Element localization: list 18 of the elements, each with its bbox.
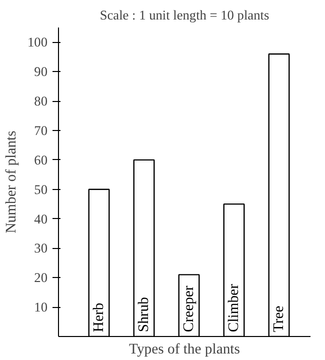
y-axis-title: Number of plants <box>4 130 20 234</box>
y-tick-label: 90 <box>34 64 48 80</box>
x-tick-label: Herb <box>91 302 107 332</box>
y-tick-label: 60 <box>34 152 48 168</box>
y-tick-label: 50 <box>34 182 48 197</box>
x-tick-label: Shrub <box>136 297 152 332</box>
x-tick-label: Creeper <box>181 286 197 332</box>
y-tick-label: 80 <box>34 94 48 109</box>
y-tick-label: 40 <box>34 211 48 226</box>
y-tick-label: 10 <box>34 300 48 315</box>
x-tick-label: Tree <box>271 306 287 332</box>
x-tick-label: Climber <box>226 284 242 332</box>
y-tick-label: 100 <box>28 34 48 50</box>
y-tick-label: 20 <box>34 270 48 286</box>
x-axis-title: Types of the plants <box>129 342 240 358</box>
y-tick-label: 70 <box>34 123 48 138</box>
text: Scale : 1 unit length = 10 plants <box>100 8 270 22</box>
y-tick-label: 30 <box>34 240 48 256</box>
